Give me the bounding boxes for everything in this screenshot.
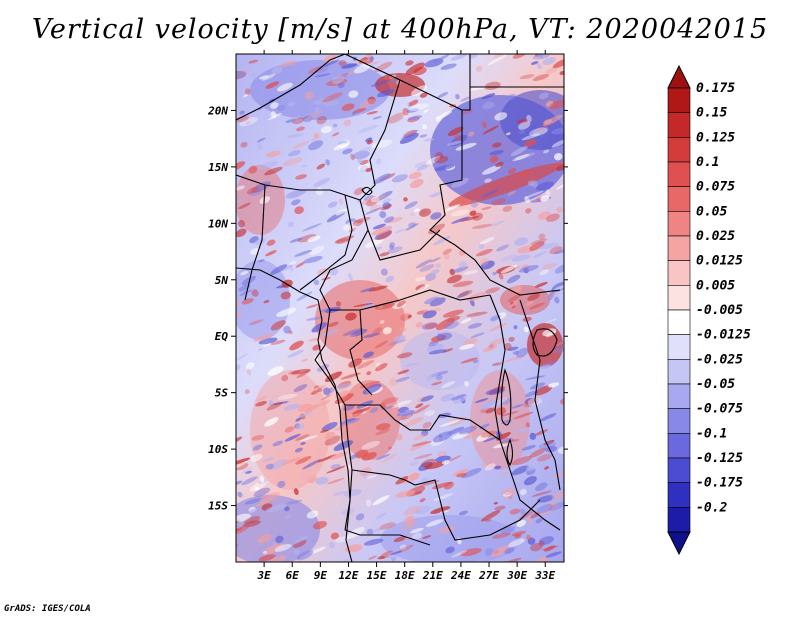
x-tick-label: 12E [339,569,359,582]
x-tick-label: 9E [314,569,328,582]
x-tick-label: 15E [367,569,387,582]
colorbar-label: 0.075 [696,180,735,195]
x-tick-label: 21E [422,569,443,582]
colorbar-top-cap [667,64,691,89]
x-tick-label: 33E [534,569,555,582]
colorbar-label: 0.175 [696,81,735,96]
x-tick-label: 30E [506,569,527,582]
colorbar-segment [667,87,691,113]
colorbar-segment [667,334,691,360]
colorbar-label: 0.05 [696,204,727,219]
colorbar-label: -0.2 [696,500,727,515]
colorbar-segment [667,383,691,409]
colorbar-segment [667,137,691,163]
colorbar-segment [667,433,691,459]
colorbar-label: -0.125 [696,451,743,466]
colorbar-label: -0.175 [696,476,743,491]
colorbar-segment [667,408,691,434]
colorbar-label: 0.025 [696,229,735,244]
colorbar-segment [667,482,691,508]
velocity-field [236,54,564,562]
y-tick-label: 15N [208,161,228,174]
colorbar-label: 0.1 [696,155,719,170]
y-tick-label: 5S [215,387,229,400]
colorbar-label: -0.025 [696,352,743,367]
x-tick-label: 18E [395,569,415,582]
colorbar-label: -0.05 [696,377,735,392]
colorbar-segment [667,235,691,261]
y-tick-label: 10S [208,443,228,456]
colorbar-segment [667,186,691,212]
colorbar-label: -0.0125 [696,328,751,343]
colorbar-segment [667,260,691,286]
country-borders [236,54,564,562]
y-tick-label: 20N [207,104,228,117]
colorbar-segment [667,161,691,187]
y-tick-label: EQ [215,330,229,343]
colorbar-segment [667,285,691,311]
colorbar-label: 0.0125 [696,254,743,269]
y-tick-label: 5N [215,274,229,287]
map-axes: 3E 6E 9E 12E 15E 18E 21E 24E 27E 30E 33E 20N 15N 10N 5… [207,50,568,582]
x-tick-label: 6E [286,569,300,582]
y-tick-label: 10N [208,217,228,230]
colorbar-label: -0.075 [696,402,743,417]
grads-credit: GrADS: IGES/COLA [4,604,91,614]
colorbar-label: 0.125 [696,130,735,145]
colorbar-segment [667,211,691,237]
chart-title: Vertical velocity [m/s] at 400hPa, VT: 2… [31,14,769,45]
colorbar-segment [667,507,691,533]
colorbar-segment [667,359,691,385]
colorbar-label: -0.1 [696,426,727,441]
colorbar-label: 0.15 [696,106,727,121]
x-tick-label: 24E [450,569,471,582]
y-tick-label: 15S [208,500,228,513]
colorbar-bottom-cap [667,531,691,556]
x-tick-label: 27E [478,569,499,582]
x-tick-label: 3E [256,569,271,582]
colorbar-segment [667,309,691,335]
colorbar-label: -0.005 [696,303,743,318]
map-frame [235,53,565,563]
colorbar-label: 0.005 [696,278,735,293]
colorbar-segment [667,112,691,138]
colorbar-segment [667,457,691,483]
colorbar: 0.175 0.15 0.125 0.1 0.075 0.05 0.025 0.0125 0.0… [667,64,751,556]
